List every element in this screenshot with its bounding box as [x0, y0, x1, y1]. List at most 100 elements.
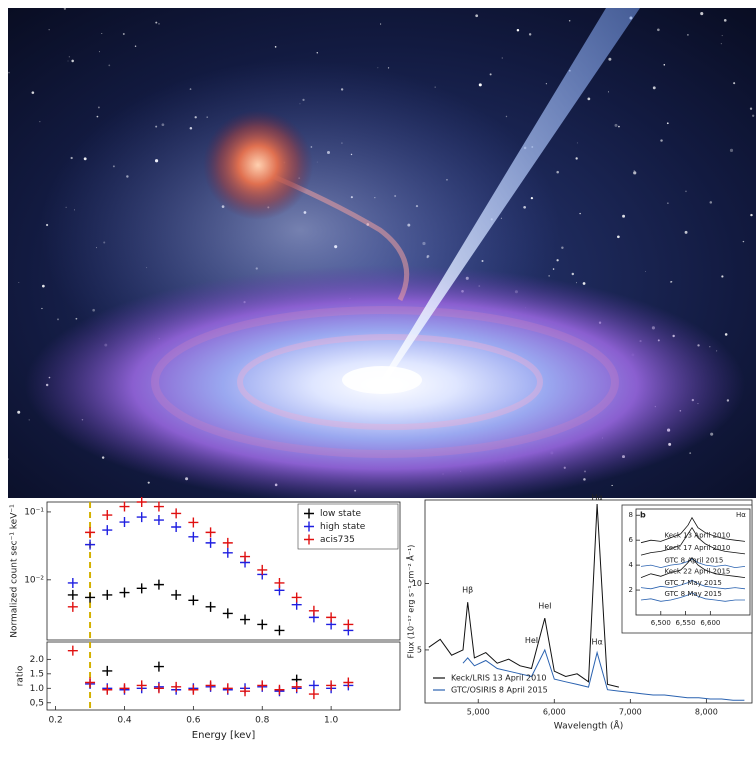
data-point [292, 682, 302, 692]
y-axis-label: Flux (10⁻¹⁷ erg s⁻¹ cm⁻² Å⁻¹) [405, 545, 416, 659]
star [634, 170, 635, 171]
data-point [137, 583, 147, 593]
star [123, 33, 125, 35]
data-point [85, 678, 95, 688]
legend-label: low state [320, 509, 361, 519]
star [479, 83, 482, 86]
data-point [102, 510, 112, 520]
y-tick-label: 0,5 [30, 698, 44, 708]
data-point [68, 602, 78, 612]
y-axis-label: ratio [16, 665, 26, 686]
data-point [274, 578, 284, 588]
star [670, 281, 671, 282]
data-point [188, 532, 198, 542]
data-point [119, 502, 129, 512]
star [561, 247, 563, 249]
y-axis-label: Normalized count sec⁻¹ keV⁻¹ [10, 504, 20, 638]
star [556, 171, 559, 174]
star [612, 485, 613, 486]
star [41, 308, 42, 309]
y-tick-label: 2.0 [30, 655, 45, 665]
data-point [240, 615, 250, 625]
star [108, 64, 110, 66]
star [71, 60, 74, 63]
x-tick-label: 0.2 [48, 716, 62, 726]
data-point [223, 538, 233, 548]
legend-label: GTC/OSIRIS 8 April 2015 [451, 686, 548, 695]
star [587, 98, 590, 101]
data-point [206, 538, 216, 548]
star [8, 72, 10, 74]
star [380, 24, 381, 25]
data-point [274, 685, 284, 695]
star [660, 139, 662, 141]
star [730, 149, 733, 152]
legend-label: high state [320, 522, 366, 532]
figure: 10⁻¹10⁻²Normalized count sec⁻¹ keV⁻¹low … [0, 0, 756, 764]
data-point [257, 619, 267, 629]
star [576, 157, 578, 159]
star [64, 8, 66, 10]
y-tick-label: 5 [417, 645, 422, 654]
star [577, 143, 578, 144]
data-point [309, 689, 319, 699]
star [657, 28, 660, 31]
line-label: Hα [736, 511, 746, 519]
star [99, 51, 100, 52]
star [98, 107, 100, 109]
data-point [154, 662, 164, 672]
data-point [154, 515, 164, 525]
x-tick-label: 6,550 [676, 619, 696, 627]
star [7, 458, 8, 459]
star [733, 82, 735, 84]
star [388, 67, 389, 68]
star [155, 22, 157, 24]
star [608, 91, 609, 92]
star [700, 12, 703, 15]
spectrum-line [429, 504, 619, 687]
star [529, 33, 531, 35]
star [68, 61, 69, 62]
x-tick-label: 1.0 [324, 716, 339, 726]
trace-label: Keck 17 April 2010 [665, 544, 731, 552]
star [667, 122, 669, 124]
data-point [137, 497, 147, 507]
data-point [309, 606, 319, 616]
star [689, 452, 691, 454]
line-annotation: Hα [591, 493, 602, 502]
star [572, 273, 574, 275]
star [687, 34, 689, 36]
star [752, 115, 754, 117]
star [49, 29, 50, 30]
x-tick-label: 8,000 [695, 708, 718, 717]
star [721, 275, 723, 277]
star [569, 20, 571, 22]
line-annotation: HeI [525, 636, 538, 645]
star [158, 23, 159, 24]
star [721, 43, 722, 44]
star [317, 52, 318, 53]
legend-label: acis735 [320, 535, 355, 545]
disk-core [342, 366, 422, 394]
x-tick-label: 6,500 [651, 619, 671, 627]
star [725, 333, 728, 336]
data-point [85, 527, 95, 537]
data-point [206, 602, 216, 612]
star [517, 29, 519, 31]
star [490, 73, 492, 75]
star [622, 215, 625, 218]
star [506, 116, 507, 117]
chart: 0,51.01.52.00.20.40.60.81.0Energy [kev]r… [16, 642, 401, 741]
line-annotation: HeI [538, 602, 551, 611]
y-tick-label: 4 [629, 561, 634, 569]
star [743, 241, 744, 242]
plots: 10⁻¹10⁻²Normalized count sec⁻¹ keV⁻¹low … [10, 493, 753, 741]
x-tick-label: 6,600 [700, 619, 720, 627]
data-point [171, 590, 181, 600]
y-tick-label: 10⁻¹ [24, 507, 44, 517]
x-axis-label: Wavelength (Å) [554, 720, 623, 732]
star [667, 202, 668, 203]
star [17, 411, 20, 414]
data-point [85, 540, 95, 550]
